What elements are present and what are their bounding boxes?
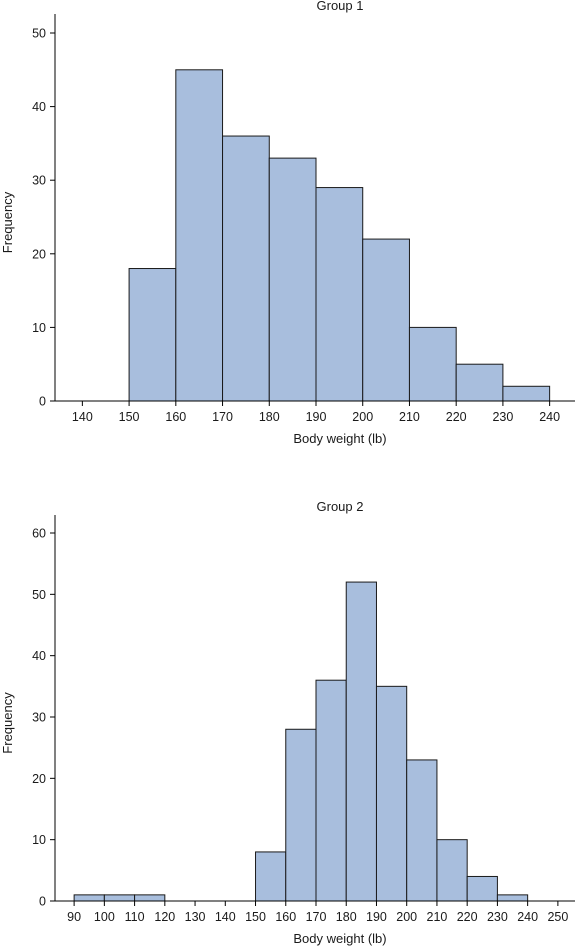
x-tick-label: 170: [212, 410, 233, 424]
x-tick-label: 110: [125, 910, 145, 924]
x-tick-label: 120: [154, 910, 175, 924]
histogram-bar: [175, 69, 224, 402]
y-tick-label: 20: [32, 247, 46, 261]
x-tick-label: 150: [245, 910, 266, 924]
x-tick-label: 90: [67, 910, 81, 924]
histogram-bar: [408, 326, 457, 402]
x-axis-title: Body weight (lb): [293, 931, 386, 946]
y-axis-title: Frequency: [0, 191, 15, 253]
x-tick-label: 200: [396, 910, 417, 924]
y-tick-label: 40: [32, 649, 46, 663]
x-tick-label: 240: [517, 910, 538, 924]
histogram-bar: [315, 187, 364, 402]
y-tick-label: 10: [32, 321, 46, 335]
y-tick-label: 0: [39, 895, 46, 909]
x-tick-label: 190: [306, 410, 327, 424]
histogram-bar: [496, 894, 529, 902]
histogram-bar: [362, 238, 410, 402]
y-tick-label: 30: [32, 711, 46, 725]
histogram-bar: [255, 851, 287, 902]
x-tick-label: 190: [366, 910, 387, 924]
y-tick-label: 30: [32, 174, 46, 188]
chart-title: Group 1: [317, 0, 364, 13]
histogram-bar: [222, 135, 270, 402]
y-tick-label: 10: [32, 833, 46, 847]
x-tick-label: 140: [72, 410, 93, 424]
y-tick-label: 50: [32, 27, 46, 41]
x-tick-label: 100: [94, 910, 115, 924]
group-2-histogram: 0 10 20 30 40 50 60 90 100 110 120 130 140 150 160 170 1…: [0, 499, 575, 946]
x-tick-label: 210: [399, 410, 420, 424]
histogram-bar: [406, 759, 438, 902]
histogram-bar: [128, 268, 177, 402]
x-tick-label: 160: [275, 910, 296, 924]
x-tick-label: 220: [446, 410, 467, 424]
chart-title: Group 2: [317, 499, 364, 514]
histogram-bar: [73, 894, 105, 902]
y-axis-title: Frequency: [0, 692, 15, 754]
y-tick-label: 20: [32, 772, 46, 786]
x-tick-label: 130: [185, 910, 206, 924]
histogram-bar: [103, 894, 136, 902]
histogram-bar: [345, 581, 377, 902]
histogram-bar: [134, 894, 166, 902]
histogram-bar: [502, 385, 551, 402]
x-tick-label: 140: [215, 910, 236, 924]
histogram-bar: [375, 685, 408, 902]
x-tick-label: 220: [457, 910, 478, 924]
histogram-bar: [285, 728, 317, 902]
x-tick-label: 210: [427, 910, 448, 924]
x-tick-label: 180: [259, 410, 280, 424]
x-tick-label: 230: [492, 410, 513, 424]
x-axis-title: Body weight (lb): [293, 431, 386, 446]
x-tick-label: 250: [547, 910, 568, 924]
y-tick-label: 40: [32, 100, 46, 114]
histogram-bar: [455, 363, 504, 402]
y-tick-label: 0: [39, 395, 46, 409]
x-tick-label: 180: [336, 910, 357, 924]
histogram-bar: [466, 875, 498, 902]
histogram-bar: [268, 157, 317, 402]
x-tick-label: 160: [165, 410, 186, 424]
x-tick-label: 150: [119, 410, 140, 424]
histogram-bar: [315, 679, 347, 902]
y-tick-label: 60: [32, 527, 46, 541]
group-1-histogram: 0 10 20 30 40 50 140 150 160 170 180 190 200 210 220 23…: [0, 0, 575, 446]
x-tick-label: 170: [306, 910, 327, 924]
x-tick-label: 230: [487, 910, 508, 924]
histogram-bar: [436, 839, 468, 902]
y-tick-label: 50: [32, 588, 46, 602]
x-tick-label: 240: [539, 410, 560, 424]
x-tick-label: 200: [352, 410, 373, 424]
